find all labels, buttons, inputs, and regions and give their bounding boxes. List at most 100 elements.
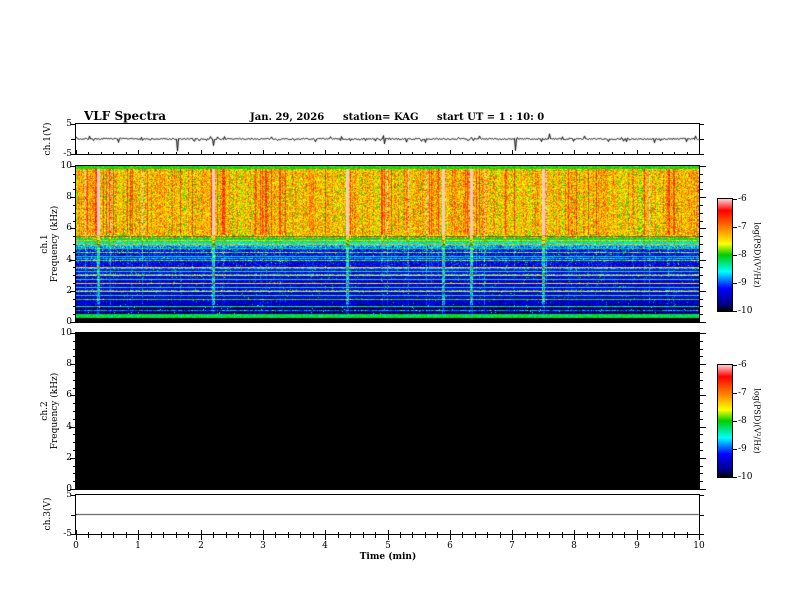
tick-mark [700, 283, 703, 284]
tick-mark [263, 535, 264, 540]
tick-mark [649, 152, 650, 154]
tick-mark [73, 306, 76, 307]
tick-mark [201, 530, 202, 534]
x-tick-label: 8 [571, 541, 577, 551]
tick-mark [437, 535, 438, 538]
tick-mark [512, 150, 513, 154]
tick-mark [700, 427, 706, 428]
tick-mark [500, 535, 501, 538]
tick-mark [70, 228, 76, 229]
tick-mark [637, 535, 638, 540]
tick-mark [73, 403, 76, 404]
y-tick-label: 5 [66, 119, 72, 129]
tick-mark [412, 532, 413, 534]
axis-label-text: ch.1 [40, 234, 50, 254]
tick-mark [263, 150, 264, 154]
ch2-spectrogram-canvas [76, 333, 699, 489]
tick-mark [587, 532, 588, 534]
tick-mark [733, 477, 737, 478]
tick-mark [700, 299, 703, 300]
tick-mark [176, 532, 177, 534]
tick-mark [537, 535, 538, 538]
tick-mark [88, 535, 89, 538]
y-tick-label: 8 [66, 192, 72, 202]
tick-mark [700, 322, 706, 323]
tick-mark [733, 311, 737, 312]
tick-mark [549, 532, 550, 534]
y-tick-label: 4 [66, 422, 72, 432]
tick-mark [275, 532, 276, 534]
colorbar-tick-label: -6 [738, 194, 747, 204]
tick-mark [587, 152, 588, 154]
tick-mark [176, 535, 177, 538]
tick-mark [400, 152, 401, 154]
tick-mark [70, 427, 76, 428]
tick-mark [70, 291, 76, 292]
x-tick-label: 1 [135, 541, 141, 551]
tick-mark [662, 532, 663, 534]
tick-mark [73, 434, 76, 435]
y-tick-label: -5 [63, 149, 72, 159]
tick-mark [674, 152, 675, 154]
tick-mark [188, 152, 189, 154]
tick-mark [73, 283, 76, 284]
tick-mark [338, 535, 339, 538]
tick-mark [151, 535, 152, 538]
axis-label-text: Frequency (kHz) [50, 372, 60, 450]
ch2-spectrogram-panel [75, 332, 700, 490]
ch3-waveform-canvas [76, 495, 699, 534]
tick-mark [213, 535, 214, 538]
ch3-voltage-axis-label: ch.3(V) [43, 498, 53, 531]
colorbar-tick-label: -10 [738, 306, 753, 316]
tick-mark [549, 152, 550, 154]
tick-mark [733, 393, 737, 394]
figure-title: VLF Spectra [84, 109, 167, 123]
x-tick-label: 7 [509, 541, 515, 551]
tick-mark [487, 535, 488, 538]
tick-mark [699, 530, 700, 534]
tick-mark [250, 535, 251, 538]
tick-mark [700, 380, 703, 381]
tick-mark [700, 221, 703, 222]
tick-mark [700, 466, 703, 467]
tick-mark [350, 152, 351, 154]
tick-mark [138, 535, 139, 540]
tick-mark [700, 228, 706, 229]
station-label: station= KAG [343, 112, 419, 123]
tick-mark [700, 166, 706, 167]
tick-mark [363, 535, 364, 538]
x-tick-label: 5 [385, 541, 391, 551]
tick-mark [73, 221, 76, 222]
tick-mark [487, 152, 488, 154]
tick-mark [700, 267, 703, 268]
tick-mark [238, 152, 239, 154]
tick-mark [73, 442, 76, 443]
tick-mark [400, 535, 401, 538]
x-tick-label: 3 [260, 541, 266, 551]
tick-mark [700, 244, 703, 245]
tick-mark [213, 532, 214, 534]
tick-mark [700, 495, 704, 496]
tick-mark [275, 152, 276, 154]
tick-mark [88, 152, 89, 154]
tick-mark [325, 150, 326, 154]
tick-mark [549, 535, 550, 538]
tick-mark [700, 515, 704, 516]
y-tick-label: 4 [66, 255, 72, 265]
tick-mark [450, 150, 451, 154]
tick-mark [73, 481, 76, 482]
tick-mark [388, 535, 389, 540]
colorbar-tick-label: -9 [738, 278, 747, 288]
tick-mark [462, 152, 463, 154]
tick-mark [462, 532, 463, 534]
tick-mark [674, 532, 675, 534]
y-tick-label: 8 [66, 359, 72, 369]
tick-mark [700, 388, 703, 389]
tick-mark [73, 299, 76, 300]
tick-mark [450, 535, 451, 540]
tick-mark [700, 419, 703, 420]
tick-mark [70, 322, 76, 323]
tick-mark [500, 152, 501, 154]
tick-mark [163, 535, 164, 538]
tick-mark [313, 535, 314, 538]
